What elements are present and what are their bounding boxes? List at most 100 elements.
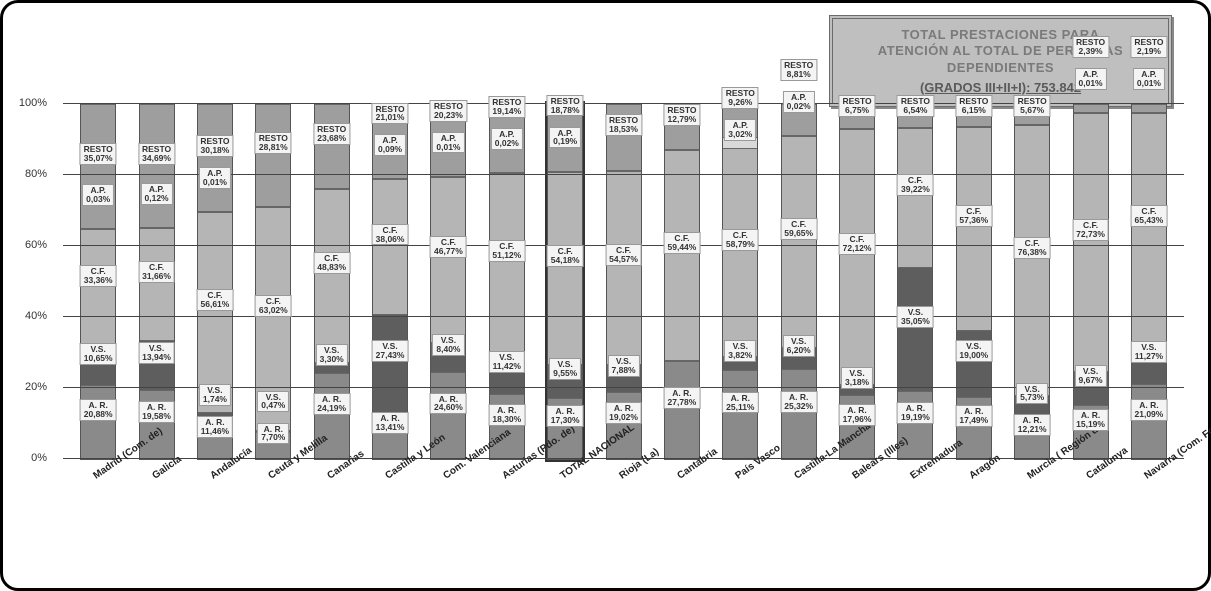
bar-10: A. R.27,78% C.F.59,44% RESTO12,79%: [653, 103, 711, 458]
value-label-vs: V.S.6,20%: [783, 335, 815, 357]
segment-ap: [840, 128, 874, 129]
value-label-cf: C.F.31,66%: [138, 261, 175, 283]
value-label-cf: C.F.72,12%: [839, 233, 876, 255]
value-label-resto: RESTO30,18%: [196, 135, 233, 157]
stacked-bar: [1014, 103, 1050, 460]
value-label-ar: A. R.19,19%: [897, 402, 934, 424]
segment-ap: [81, 228, 115, 229]
segment-ap: [1132, 112, 1166, 113]
segment-ar: [723, 370, 757, 459]
value-label-ar: A. R.25,11%: [722, 392, 758, 414]
segment-cf: [1074, 113, 1108, 371]
value-label-cf: C.F.56,61%: [197, 289, 234, 311]
value-label-cf: C.F.38,06%: [372, 224, 409, 246]
value-label-cf: C.F.72,73%: [1072, 219, 1109, 241]
bar-9: A. R.19,02%V.S.7,88%C.F.54,57%RESTO18,53…: [594, 103, 652, 458]
segment-cf: [548, 172, 582, 364]
value-label-vs: V.S.3,82%: [724, 340, 756, 362]
value-label-ar: A. R.17,96%: [839, 404, 876, 426]
segment-vs: [665, 360, 699, 361]
value-label-ap: A.P.0,01%: [1075, 68, 1107, 90]
x-axis-labels: Madrid (Com. de)GaliciaAndalucíaCeuta y …: [63, 462, 1184, 588]
value-label-resto: RESTO2,39%: [1072, 36, 1109, 58]
value-label-ap: A.P.0,09%: [374, 134, 406, 156]
bars-container: A. R.20,88%V.S.10,65%C.F.33,36%A.P.0,03%…: [63, 103, 1184, 458]
segment-cf: [431, 177, 465, 343]
value-label-cf: C.F.57,36%: [955, 205, 992, 227]
value-label-cf: C.F.59,44%: [664, 232, 701, 254]
value-label-resto: RESTO2,19%: [1130, 36, 1167, 58]
value-label-resto: RESTO18,53%: [605, 114, 642, 136]
title-line3: DEPENDIENTES: [843, 60, 1158, 76]
segment-resto: [315, 104, 349, 188]
value-label-resto: RESTO23,68%: [313, 123, 350, 145]
segment-resto: [1074, 104, 1108, 112]
bar-17: A. R.15,19%V.S.9,67%C.F.72,73%A.P.0,01%R…: [1061, 103, 1119, 458]
value-label-resto: RESTO18,78%: [547, 95, 584, 117]
segment-ar: [665, 361, 699, 459]
value-label-ap: A.P.0,03%: [82, 184, 114, 206]
value-label-ar: A. R.25,32%: [780, 391, 817, 413]
bar-3: A. R.7,70%V.S.0,47%C.F.63,02%RESTO28,81%: [244, 103, 302, 458]
value-label-cf: C.F.39,22%: [897, 174, 934, 196]
value-label-ap: A.P.0,01%: [199, 167, 231, 189]
segment-resto: [256, 104, 290, 206]
segment-cf: [957, 127, 991, 330]
title-line2: ATENCIÓN AL TOTAL DE PERSONAS: [843, 43, 1158, 59]
value-label-vs: V.S.3,30%: [316, 344, 348, 366]
segment-ap: [665, 149, 699, 150]
bar-16: A. R.12,21%V.S.5,73%C.F.76,38%RESTO5,67%: [1003, 103, 1061, 458]
y-axis-labels: 0%20%40%60%80%100%: [3, 103, 53, 458]
segment-ap: [373, 178, 407, 179]
segment-cf: [1132, 113, 1166, 345]
value-label-resto: RESTO9,26%: [722, 87, 759, 109]
value-label-vs: V.S.1,74%: [199, 384, 231, 406]
value-label-resto: RESTO34,69%: [138, 143, 175, 165]
segment-ap: [256, 206, 290, 207]
value-label-resto: RESTO6,54%: [897, 95, 934, 117]
value-label-ap: A.P.3,02%: [724, 119, 756, 141]
value-label-resto: RESTO35,07%: [80, 143, 117, 165]
value-label-vs: V.S.11,42%: [489, 351, 525, 373]
gridline: [63, 174, 1184, 175]
value-label-cf: C.F.65,43%: [1131, 205, 1168, 227]
value-label-cf: C.F.51,12%: [488, 240, 525, 262]
segment-ar: [782, 369, 816, 459]
value-label-resto: RESTO6,15%: [955, 95, 992, 117]
value-label-ar: A. R.19,02%: [605, 402, 642, 424]
bar-5: A. R.13,41%V.S.27,43%C.F.38,06%A.P.0,09%…: [361, 103, 419, 458]
value-label-vs: V.S.9,55%: [549, 358, 581, 380]
value-label-vs: V.S.5,73%: [1016, 383, 1048, 405]
value-label-ar: A. R.17,49%: [955, 405, 992, 427]
segment-ar: [1132, 384, 1166, 459]
segment-ap: [548, 171, 582, 172]
value-label-vs: V.S.27,43%: [372, 340, 409, 362]
segment-cf: [898, 128, 932, 267]
value-label-ar: A. R.17,30%: [547, 405, 584, 427]
segment-ap: [1074, 112, 1108, 113]
value-label-vs: V.S.19,00%: [955, 340, 992, 362]
value-label-resto: RESTO19,14%: [488, 96, 525, 118]
segment-vs: [373, 314, 407, 411]
segment-cf: [81, 229, 115, 347]
title-sub: (GRADOS III+II+I): 753.842: [843, 80, 1158, 95]
segment-cf: [840, 129, 874, 384]
bar-4: A. R.24,19%V.S.3,30%C.F.48,83%RESTO23,68…: [303, 103, 361, 458]
value-label-vs: V.S.7,88%: [608, 355, 640, 377]
value-label-vs: V.S.9,67%: [1075, 365, 1107, 387]
value-label-resto: RESTO12,79%: [663, 104, 700, 126]
bar-7: A. R.18,30%V.S.11,42%C.F.51,12%A.P.0,02%…: [478, 103, 536, 458]
segment-resto: [1132, 104, 1166, 112]
value-label-ar: A. R.27,78%: [664, 387, 701, 409]
value-label-cf: C.F.46,77%: [430, 236, 467, 258]
value-label-resto: RESTO5,67%: [1014, 95, 1051, 117]
bar-18: A. R.21,09%V.S.11,27%C.F.65,43%A.P.0,01%…: [1120, 103, 1178, 458]
bar-6: A. R.24,60%V.S.8,40%C.F.46,77%A.P.0,01%R…: [419, 103, 477, 458]
segment-ap: [431, 176, 465, 177]
title-line1: TOTAL PRESTACIONES PARA: [843, 27, 1158, 43]
value-label-vs: V.S.0,47%: [257, 391, 289, 413]
segment-ap: [315, 188, 349, 189]
value-label-ar: A. R.7,70%: [257, 423, 289, 445]
y-tick-label: 0%: [31, 452, 47, 464]
gridline: [63, 316, 1184, 317]
